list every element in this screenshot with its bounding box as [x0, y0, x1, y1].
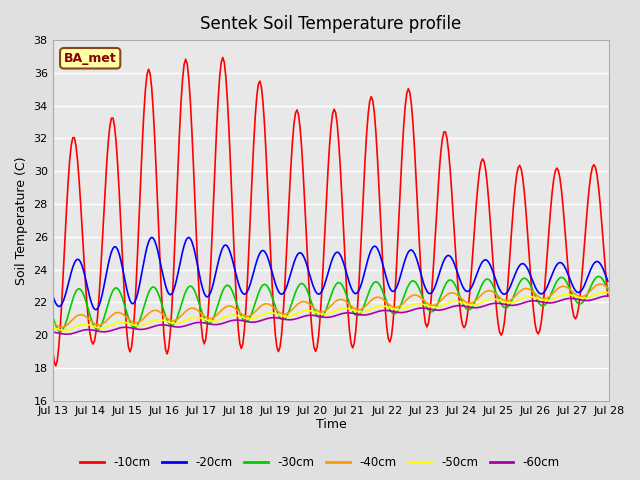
Title: Sentek Soil Temperature profile: Sentek Soil Temperature profile [200, 15, 461, 33]
-60cm [118, 324, 126, 330]
-10cm [49, 346, 56, 352]
-30cm [604, 287, 612, 292]
-20cm [118, 264, 126, 270]
Line: -10cm: -10cm [52, 58, 608, 366]
-40cm [216, 309, 223, 315]
Legend: -10cm, -20cm, -30cm, -40cm, -50cm, -60cm: -10cm, -20cm, -30cm, -40cm, -50cm, -60cm [76, 452, 564, 474]
-50cm [293, 311, 301, 316]
-30cm [595, 274, 602, 279]
-10cm [576, 293, 584, 299]
-40cm [293, 302, 301, 308]
-40cm [58, 324, 66, 330]
-60cm [63, 331, 70, 337]
-40cm [596, 281, 604, 287]
-40cm [234, 308, 242, 314]
-50cm [601, 289, 609, 295]
-10cm [118, 251, 126, 257]
-20cm [245, 285, 253, 290]
-30cm [216, 297, 223, 302]
Line: -50cm: -50cm [52, 292, 608, 330]
-50cm [60, 327, 67, 333]
-20cm [294, 251, 302, 256]
-60cm [293, 316, 301, 322]
-30cm [56, 329, 64, 335]
-60cm [216, 321, 223, 327]
-60cm [49, 329, 56, 335]
-60cm [604, 293, 612, 299]
-30cm [49, 313, 56, 319]
-50cm [575, 294, 582, 300]
-10cm [236, 341, 244, 347]
-30cm [234, 305, 242, 311]
-40cm [575, 293, 582, 299]
-10cm [216, 74, 223, 80]
-50cm [216, 317, 223, 323]
-10cm [219, 55, 227, 60]
-50cm [49, 324, 56, 330]
Line: -40cm: -40cm [52, 284, 608, 327]
-20cm [236, 285, 244, 290]
-60cm [244, 319, 252, 324]
-50cm [234, 313, 242, 319]
Y-axis label: Soil Temperature (C): Soil Temperature (C) [15, 156, 28, 285]
-50cm [604, 290, 612, 296]
-20cm [92, 307, 100, 312]
-10cm [294, 112, 302, 118]
-30cm [244, 318, 252, 324]
-20cm [49, 292, 56, 298]
-30cm [293, 286, 301, 291]
-20cm [148, 235, 156, 240]
-40cm [118, 311, 126, 317]
-60cm [575, 297, 582, 302]
-50cm [244, 316, 252, 322]
-40cm [244, 313, 252, 319]
-20cm [576, 289, 584, 295]
-10cm [52, 363, 60, 369]
X-axis label: Time: Time [316, 419, 346, 432]
-40cm [49, 319, 56, 325]
-20cm [218, 249, 225, 254]
-30cm [575, 300, 582, 306]
-50cm [118, 319, 126, 325]
-10cm [245, 243, 253, 249]
Line: -30cm: -30cm [52, 276, 608, 332]
-40cm [604, 285, 612, 291]
-30cm [118, 295, 126, 300]
Line: -20cm: -20cm [52, 238, 608, 310]
-20cm [604, 278, 612, 284]
Line: -60cm: -60cm [52, 296, 608, 334]
-10cm [604, 293, 612, 299]
Text: BA_met: BA_met [64, 52, 116, 65]
-60cm [234, 317, 242, 323]
